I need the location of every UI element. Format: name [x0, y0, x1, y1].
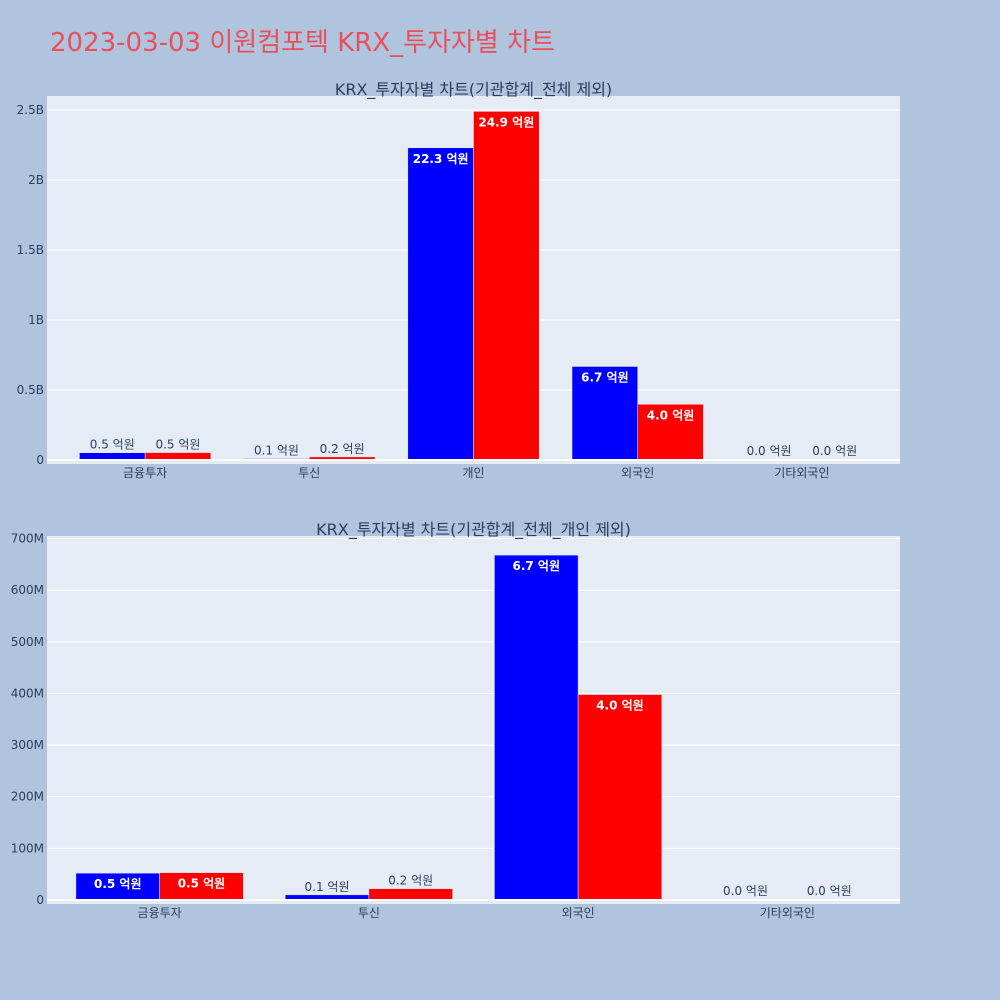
bar-data-label: 0.2 억원 [388, 874, 433, 888]
bar [368, 888, 453, 901]
y-tick-label: 1.5B [17, 243, 44, 257]
y-tick-label: 2.5B [17, 103, 44, 117]
y-tick-label: 0.5B [17, 383, 44, 397]
y-tick-label: 0 [36, 893, 44, 907]
bar-data-label: 0.0 억원 [747, 444, 792, 458]
bar [407, 147, 474, 461]
bar [494, 554, 579, 901]
bar-data-label: 6.7 억원 [513, 559, 561, 573]
bar-data-label: 0.1 억원 [254, 444, 299, 458]
chart-investor-excl-individual: 0 100M 200M 300M 400M 500M 600M 700M 0.5 억원 0.5 억… [11, 520, 900, 920]
x-tick-label: 외국인 [621, 466, 654, 480]
y-tick-label: 2B [28, 173, 44, 187]
bar-data-label: 0.5 억원 [155, 438, 200, 452]
bar-data-label: 24.9 억원 [478, 115, 534, 129]
x-tick-label: 금융투자 [123, 466, 167, 480]
x-tick-label: 기타외국인 [774, 466, 829, 480]
bar [79, 452, 146, 461]
x-tick-label: 금융투자 [138, 906, 182, 920]
bar [144, 452, 212, 461]
x-tick-label: 개인 [462, 466, 484, 480]
bar-data-label: 0.5 억원 [90, 438, 135, 452]
bar-data-label: 0.5 억원 [94, 877, 142, 891]
x-tick-label: 투신 [298, 466, 320, 480]
x-tick-label: 투신 [358, 906, 380, 920]
bar-data-label: 0.2 억원 [320, 442, 365, 456]
x-tick-label: 외국인 [562, 906, 595, 920]
bar-data-label: 6.7 억원 [581, 370, 629, 384]
y-tick-label: 1B [28, 313, 44, 327]
bar-data-label: 0.1 억원 [305, 880, 350, 894]
bar-data-label: 4.0 억원 [596, 699, 644, 713]
chart-title: KRX_투자자별 차트(기관합계_전체_개인 제외) [316, 520, 631, 540]
y-tick-label: 700M [11, 532, 44, 546]
bar-data-label: 0.5 억원 [178, 877, 226, 891]
chart-title: KRX_투자자별 차트(기관합계_전체 제외) [335, 80, 612, 100]
bar-data-label: 0.0 억원 [807, 884, 852, 898]
bar [473, 111, 540, 461]
y-tick-label: 300M [11, 738, 44, 752]
bar-data-label: 22.3 억원 [413, 152, 469, 166]
bar [571, 366, 638, 461]
bar-data-label: 0.0 억원 [812, 444, 857, 458]
y-tick-label: 0 [36, 453, 44, 467]
x-tick-label: 기타외국인 [760, 906, 815, 920]
y-tick-label: 500M [11, 635, 44, 649]
y-tick-label: 100M [11, 841, 44, 855]
y-tick-label: 200M [11, 790, 44, 804]
bar [577, 694, 663, 901]
y-tick-label: 400M [11, 686, 44, 700]
bar-data-label: 4.0 억원 [647, 408, 695, 422]
page-title: 2023-03-03 이원컴포텍 KRX_투자자별 차트 [50, 28, 555, 58]
plot-area [47, 536, 900, 904]
y-tick-label: 600M [11, 583, 44, 597]
bar-data-label: 0.0 억원 [723, 884, 768, 898]
